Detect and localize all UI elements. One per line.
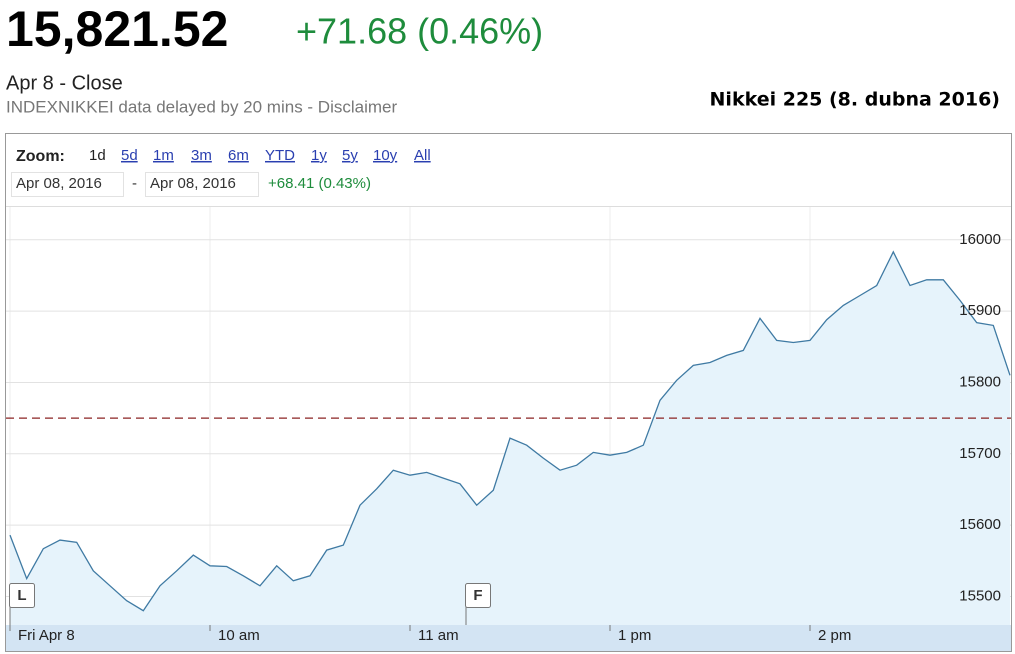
caption: Nikkei 225 (8. dubna 2016) <box>710 89 1000 111</box>
flag[interactable]: L <box>9 583 35 626</box>
price-change: +71.68 (0.46%) <box>296 11 543 52</box>
zoom-option[interactable]: 6m <box>228 147 249 164</box>
zoom-option[interactable]: 3m <box>191 147 212 164</box>
zoom-option[interactable]: 5y <box>342 147 358 164</box>
zoom-option[interactable]: 5d <box>121 147 138 164</box>
y-tick-label: 16000 <box>959 231 1001 248</box>
y-tick-label: 15500 <box>959 587 1001 604</box>
price: 15,821.52 <box>6 1 228 57</box>
range-start: Apr 08, 2016 <box>16 175 102 192</box>
x-tick-label: 1 pm <box>618 627 651 644</box>
range-separator: - <box>132 175 137 192</box>
x-tick-label: Fri Apr 8 <box>18 627 75 644</box>
y-tick-label: 15700 <box>959 445 1001 462</box>
x-tick-label: 11 am <box>418 627 459 644</box>
delay-note: INDEXNIKKEI data delayed by 20 mins - Di… <box>6 97 397 116</box>
flag-box <box>9 583 35 608</box>
zoom-option[interactable]: 1y <box>311 147 327 164</box>
zoom-option: 1d <box>89 147 106 164</box>
y-tick-label: 15900 <box>959 302 1001 319</box>
flag[interactable]: F <box>465 583 491 626</box>
range-change: +68.41 (0.43%) <box>268 175 371 192</box>
y-tick-label: 15800 <box>959 373 1001 390</box>
price-line <box>9 250 1011 612</box>
flag-label: L <box>17 587 26 604</box>
plot: Fri Apr 8 10 am 11 am 1 pm 2 pm 15500 15600 157… <box>6 207 1011 644</box>
flag-label: F <box>473 587 482 604</box>
zoom-label: Zoom: <box>16 148 65 165</box>
range-start-box[interactable] <box>11 172 124 197</box>
range-end: Apr 08, 2016 <box>150 175 236 192</box>
zoom-option[interactable]: YTD <box>265 147 295 164</box>
zoom-option[interactable]: 1m <box>153 147 174 164</box>
x-tick-label: 2 pm <box>818 627 851 644</box>
zoom-option[interactable]: 10y <box>373 147 398 164</box>
x-axis-band <box>6 625 1011 651</box>
y-tick-label: 15600 <box>959 516 1001 533</box>
zoom-options: 1d 5d 1m 3m 6m YTD 1y 5y 10y All <box>89 147 431 164</box>
zoom-option[interactable]: All <box>414 147 431 164</box>
range-end-box[interactable] <box>145 172 259 197</box>
flag-box <box>465 583 491 608</box>
status: Apr 8 - Close <box>6 72 123 94</box>
x-tick-label: 10 am <box>218 627 260 644</box>
